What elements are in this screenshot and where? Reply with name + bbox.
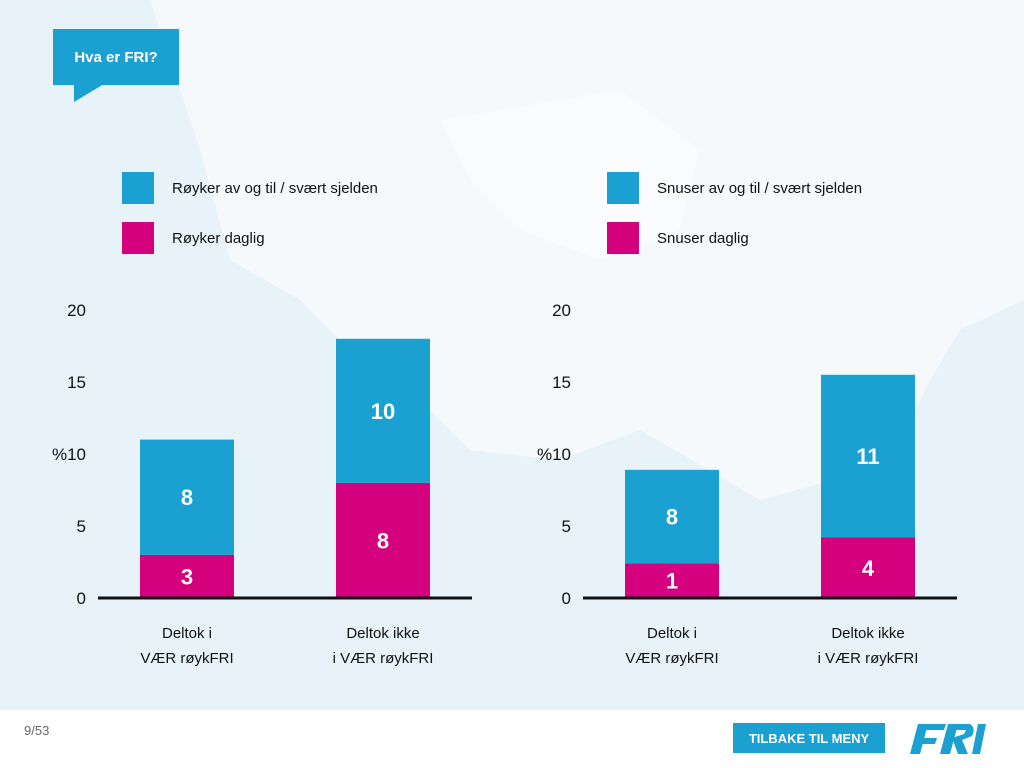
bubble-tail xyxy=(74,84,104,102)
legend-label: Snuser daglig xyxy=(657,229,749,247)
bar-value-label: 8 xyxy=(181,485,193,510)
category-label: i VÆR røykFRI xyxy=(818,650,919,667)
y-tick-label: 15 xyxy=(552,373,571,392)
legend-swatch xyxy=(122,222,154,254)
bar-value-label: 11 xyxy=(856,444,879,469)
category-label: VÆR røykFRI xyxy=(140,650,233,667)
bar-value-label: 8 xyxy=(377,528,389,553)
y-tick-label: %10 xyxy=(52,445,86,464)
category-label: VÆR røykFRI xyxy=(625,650,718,667)
legend-label: Røyker av og til / svært sjelden xyxy=(172,179,378,197)
legend-item-smoke-daily: Røyker daglig xyxy=(122,222,265,254)
y-tick-label: 0 xyxy=(77,589,86,608)
bar-segment xyxy=(140,439,234,555)
y-tick-label: %10 xyxy=(537,445,571,464)
fri-logo xyxy=(910,724,986,754)
legend-item-snus-occasional: Snuser av og til / svært sjelden xyxy=(607,172,862,204)
category-label: Deltok i xyxy=(647,625,697,642)
bar-segment xyxy=(821,374,915,538)
y-tick-label: 0 xyxy=(562,589,571,608)
menu-button-label: TILBAKE TIL MENY xyxy=(748,730,870,746)
bar-value-label: 4 xyxy=(862,556,875,581)
smoking-chart: 0 5 %10 15 20 3 8 Deltok i VÆR røykFRI 8 10 Deltok … xyxy=(52,301,472,667)
legend-swatch xyxy=(607,222,639,254)
bar-segment xyxy=(336,338,430,483)
y-tick-label: 20 xyxy=(552,301,571,320)
y-tick-label: 15 xyxy=(67,373,86,392)
legend-label: Snuser av og til / svært sjelden xyxy=(657,179,863,197)
page-number: 9/53 xyxy=(24,723,50,738)
bar-segment xyxy=(336,482,430,598)
legend-item-snus-daily: Snuser daglig xyxy=(607,222,749,254)
bar-segment xyxy=(821,537,915,598)
bar-value-label: 8 xyxy=(666,505,678,530)
bubble-label: Hva er FRI? xyxy=(74,48,158,66)
y-tick-label: 20 xyxy=(67,301,86,320)
legend-item-smoke-occasional: Røyker av og til / svært sjelden xyxy=(122,172,378,204)
category-label: Deltok ikke xyxy=(831,625,904,642)
legend-label: Røyker daglig xyxy=(172,229,265,247)
bar-segment xyxy=(625,469,719,564)
bar-segment xyxy=(625,563,719,598)
bar-segment xyxy=(140,554,234,598)
y-tick-label: 5 xyxy=(562,517,571,536)
category-label: Deltok i xyxy=(162,625,212,642)
what-is-fri-button[interactable]: Hva er FRI? xyxy=(52,28,180,86)
back-to-menu-button[interactable]: TILBAKE TIL MENY xyxy=(733,723,885,753)
category-label: Deltok ikke xyxy=(346,625,419,642)
legend-swatch xyxy=(607,172,639,204)
bar-value-label: 1 xyxy=(666,569,678,594)
category-label: i VÆR røykFRI xyxy=(333,650,434,667)
y-tick-label: 5 xyxy=(77,517,86,536)
bar-value-label: 3 xyxy=(181,564,193,589)
legend-swatch xyxy=(122,172,154,204)
bar-value-label: 10 xyxy=(371,399,395,424)
snus-chart: 0 5 %10 15 20 1 8 Deltok i VÆR røykFRI 4 11 Deltok … xyxy=(537,301,957,667)
